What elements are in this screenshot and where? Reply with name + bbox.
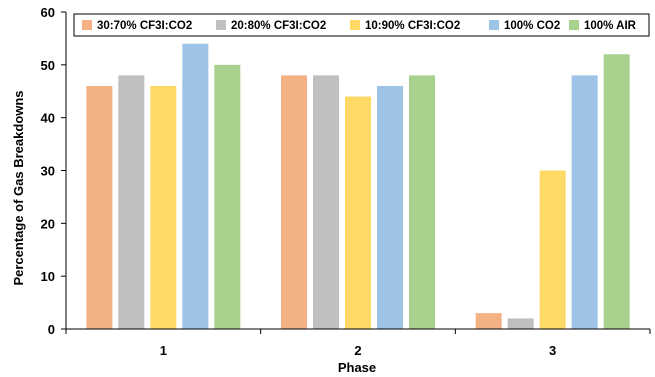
x-tick-label: 3 <box>549 343 556 358</box>
bar <box>603 54 630 330</box>
bar <box>507 318 534 329</box>
y-axis-title: Percentage of Gas Breakdowns <box>11 90 26 285</box>
y-tick-label: 50 <box>41 58 55 73</box>
legend-swatch <box>350 20 360 30</box>
legend-label: 100% AIR <box>584 20 637 32</box>
y-tick-label: 30 <box>41 164 55 179</box>
bar <box>214 64 241 329</box>
legend-label: 100% CO2 <box>504 20 560 32</box>
y-tick-label: 20 <box>41 216 55 231</box>
bar <box>377 85 403 329</box>
legend-swatch <box>569 20 579 30</box>
bar <box>118 75 145 330</box>
axes-layer: 0 10 20 30 40 50 60 1 2 3 <box>41 5 651 358</box>
bar <box>571 75 598 330</box>
bar <box>182 43 209 329</box>
bars-layer <box>86 43 630 330</box>
legend-label: 10:90% CF3I:CO2 <box>365 20 460 32</box>
y-tick-label: 60 <box>41 5 55 20</box>
bar <box>150 85 177 329</box>
legend: 30:70% CF3I:CO2 20:80% CF3I:CO2 10:90% CF3… <box>73 13 650 37</box>
y-tick-label: 0 <box>48 322 55 337</box>
y-tick-label: 10 <box>41 269 55 284</box>
bar <box>409 75 435 330</box>
y-tick-label: 40 <box>41 111 55 126</box>
bar <box>345 96 371 330</box>
legend-swatch <box>82 20 92 30</box>
bar <box>475 313 502 329</box>
x-tick-label: 2 <box>354 343 361 358</box>
bar <box>281 75 307 330</box>
legend-label: 30:70% CF3I:CO2 <box>97 20 192 32</box>
x-tick-label: 1 <box>160 343 167 358</box>
x-axis-title: Phase <box>338 360 376 375</box>
legend-swatch <box>216 20 226 30</box>
legend-swatch <box>489 20 499 30</box>
bar <box>313 75 339 330</box>
bar <box>86 85 113 329</box>
bar <box>539 170 566 329</box>
legend-label: 20:80% CF3I:CO2 <box>231 20 326 32</box>
legend-box <box>73 13 650 37</box>
